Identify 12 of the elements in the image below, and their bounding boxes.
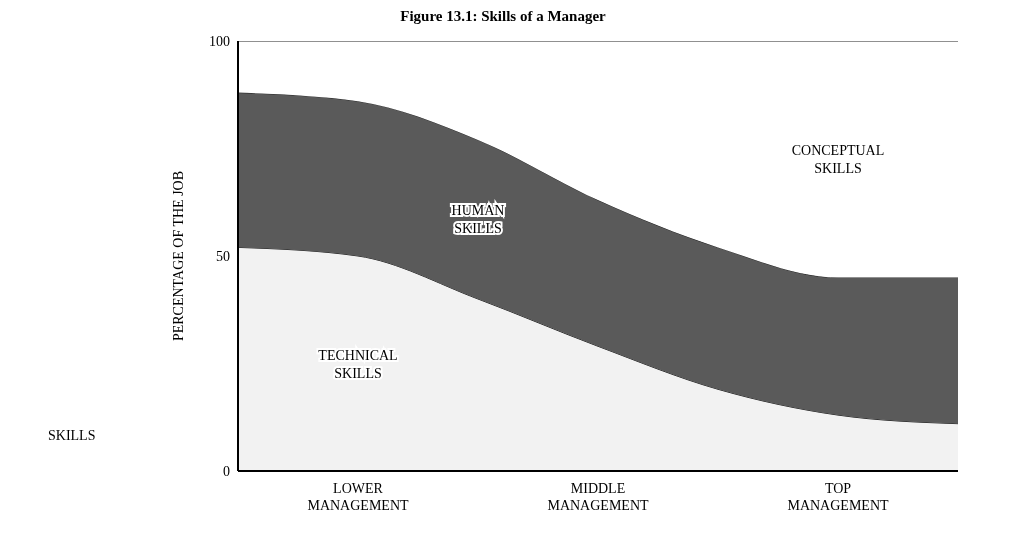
- chart-title: Figure 13.1: Skills of a Manager: [399, 8, 607, 25]
- series-label: HUMAN SKILLS: [451, 203, 505, 237]
- x-tick-label: LOWER MANAGEMENT: [307, 481, 409, 513]
- y-tick-label: 0: [223, 463, 230, 479]
- y-tick-label: 50: [216, 248, 230, 264]
- series-label: CONCEPTUAL SKILLS: [791, 143, 885, 177]
- series-label: TECHNICAL SKILLS: [318, 347, 398, 381]
- x-tick-label: MIDDLE MANAGEMENT: [547, 481, 649, 513]
- y-tick-label: 100: [209, 33, 230, 49]
- text: SKILLS: [48, 428, 96, 444]
- x-tick-label: TOP MANAGEMENT: [787, 481, 889, 513]
- y-axis-title: PERCENTAGE OF THE JOB: [170, 170, 186, 342]
